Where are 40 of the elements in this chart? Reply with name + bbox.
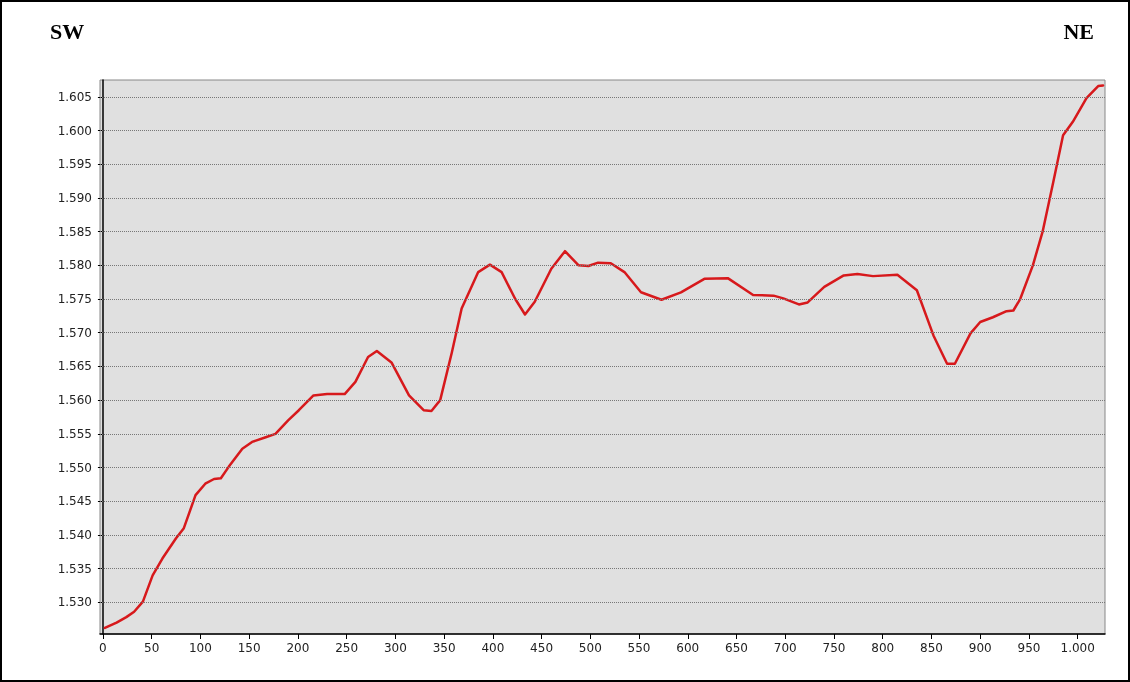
y-tick-label: 1.595: [57, 157, 92, 172]
x-tick-label: 400: [481, 641, 505, 655]
y-tick-label: 1.530: [57, 595, 92, 610]
x-tick-label: 450: [530, 641, 554, 655]
y-tick-label: 1.590: [57, 190, 92, 205]
x-tick-label: 750: [822, 641, 846, 655]
y-tick-label: 1.535: [57, 561, 92, 576]
x-tick-label: 300: [383, 641, 407, 655]
line-series: [103, 84, 1105, 630]
text: NE: [1063, 18, 1094, 44]
x-tick-label: 150: [237, 641, 261, 655]
y-tick-label: 1.565: [57, 359, 92, 374]
x-tick-label: 650: [725, 641, 748, 655]
x-tick-label: 800: [871, 641, 895, 655]
x-tick-label: 900: [968, 641, 992, 655]
x-tick-label: 850: [920, 641, 943, 655]
y-tick-label: 1.555: [57, 426, 92, 441]
y-tick-label: 1.580: [57, 258, 92, 273]
y-tick-label: 1.560: [57, 393, 92, 408]
y-tick-label: 1.545: [57, 494, 92, 509]
x-tick-label: 350: [432, 641, 456, 655]
y-tick-label: 1.600: [57, 123, 92, 138]
x-tick-label: 1.000: [1060, 641, 1095, 655]
y-tick-label: 1.540: [57, 527, 92, 542]
x-tick-label: 250: [335, 641, 359, 655]
x-tick-label: 200: [286, 641, 310, 655]
y-tick-label: 1.575: [57, 292, 92, 307]
y-tick-label: 1.585: [57, 224, 92, 239]
x-tick-label: 100: [188, 641, 212, 655]
x-tick-label: 0: [99, 641, 107, 655]
y-tick-label: 1.570: [57, 325, 92, 340]
y-tick-label: 1.550: [57, 460, 92, 475]
x-tick-label: 600: [676, 641, 700, 655]
text: SW: [50, 18, 85, 44]
x-tick-label: 550: [627, 641, 651, 655]
x-tick-label: 700: [773, 641, 797, 655]
x-tick-label: 950: [1017, 641, 1041, 655]
y-tick-label: 1.605: [57, 89, 92, 104]
x-tick-label: 50: [144, 641, 160, 655]
x-tick-label: 500: [578, 641, 602, 655]
